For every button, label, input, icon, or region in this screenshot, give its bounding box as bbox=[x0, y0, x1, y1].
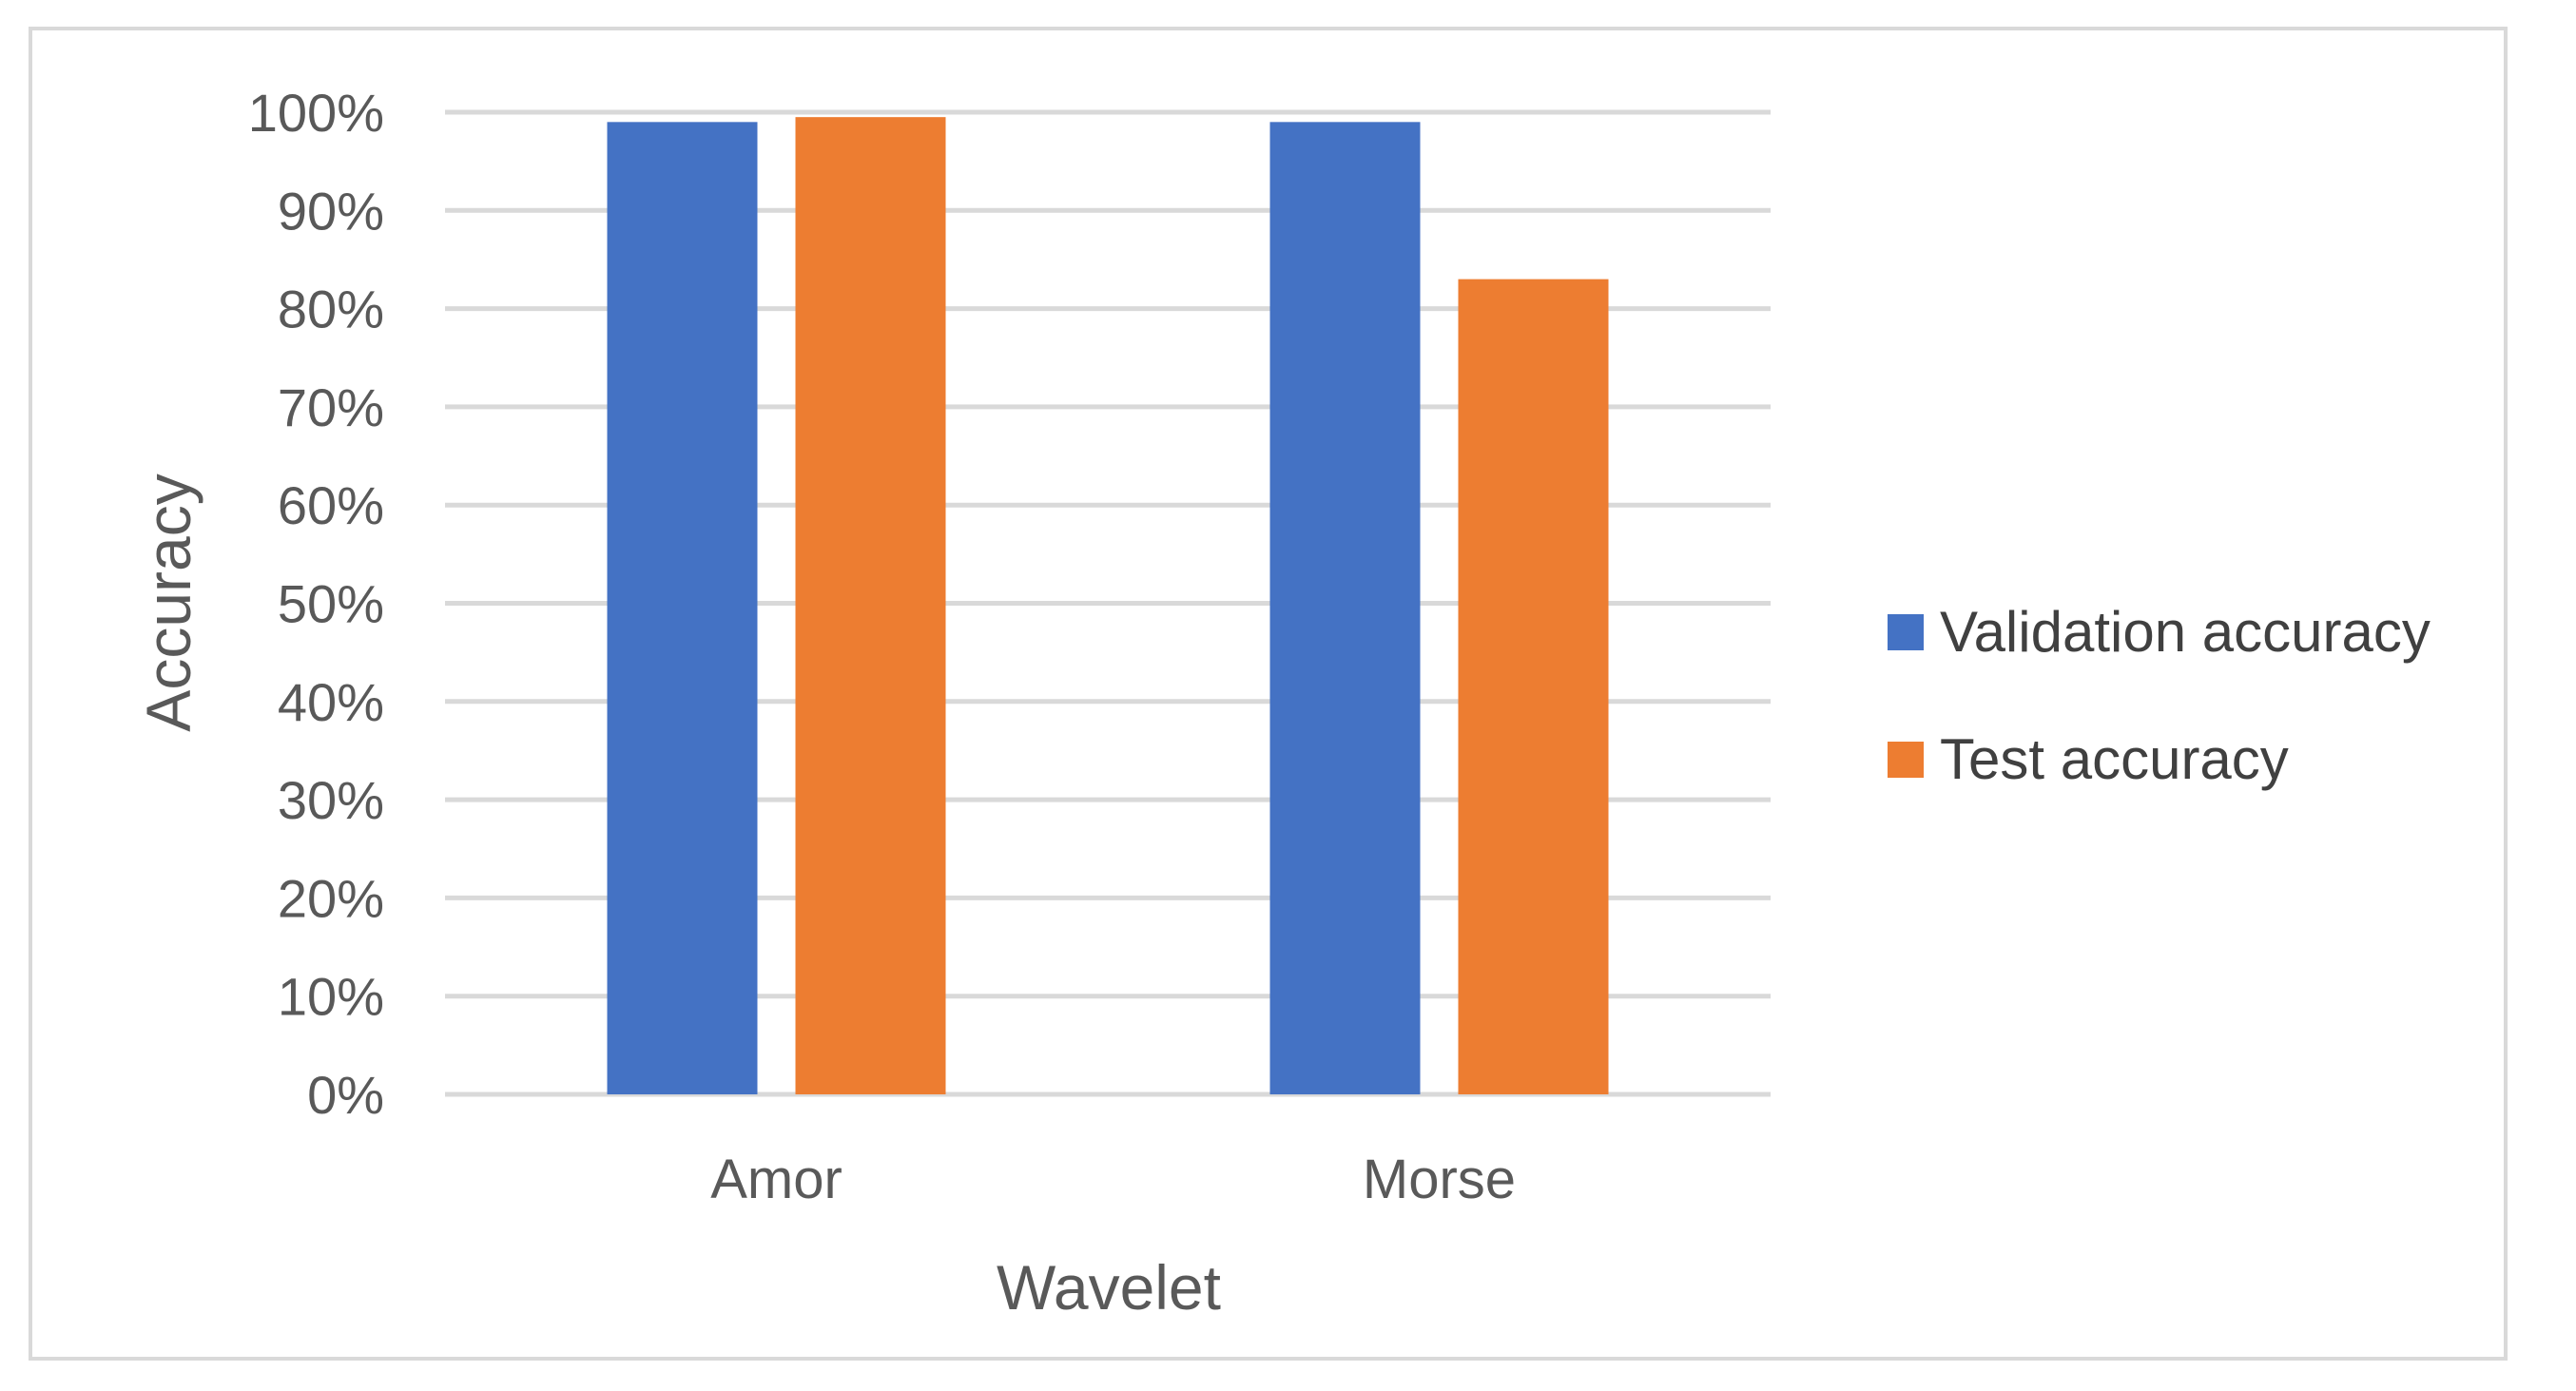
legend-swatch bbox=[1888, 742, 1924, 778]
y-axis-ticks: 0% 10% 20% 30% 40% 50% 60% 70% 80% 90% 100% bbox=[248, 83, 384, 1125]
legend-label: Validation accuracy bbox=[1940, 600, 2431, 664]
legend-label: Test accuracy bbox=[1940, 727, 2289, 791]
legend-item: Validation accuracy bbox=[1888, 600, 2431, 664]
y-tick-label: 90% bbox=[278, 181, 384, 241]
bar-validation-accuracy-morse bbox=[1269, 122, 1421, 1094]
bars bbox=[607, 117, 1609, 1094]
y-tick-label: 10% bbox=[278, 967, 384, 1027]
x-tick-label: Amor bbox=[710, 1149, 843, 1210]
y-tick-label: 20% bbox=[278, 868, 384, 928]
y-tick-label: 80% bbox=[278, 280, 384, 339]
x-tick-label: Morse bbox=[1363, 1149, 1516, 1210]
y-tick-label: 0% bbox=[307, 1065, 384, 1125]
y-tick-label: 50% bbox=[278, 574, 384, 634]
y-tick-label: 70% bbox=[278, 377, 384, 437]
y-tick-label: 40% bbox=[278, 672, 384, 732]
legend-item: Test accuracy bbox=[1888, 727, 2289, 791]
y-tick-label: 100% bbox=[248, 83, 384, 143]
y-tick-label: 60% bbox=[278, 475, 384, 535]
bar-validation-accuracy-amor bbox=[607, 122, 758, 1094]
bar-test-accuracy-amor bbox=[795, 117, 946, 1094]
chart-frame bbox=[29, 27, 2508, 1361]
legend: Validation accuracy Test accuracy bbox=[1888, 600, 2431, 791]
y-axis-title: Accuracy bbox=[133, 473, 203, 731]
bar-test-accuracy-morse bbox=[1458, 279, 1609, 1094]
x-axis-ticks: Amor Morse bbox=[710, 1149, 1516, 1210]
legend-swatch bbox=[1888, 614, 1924, 650]
y-tick-label: 30% bbox=[278, 770, 384, 830]
x-axis-title: Wavelet bbox=[997, 1252, 1221, 1323]
